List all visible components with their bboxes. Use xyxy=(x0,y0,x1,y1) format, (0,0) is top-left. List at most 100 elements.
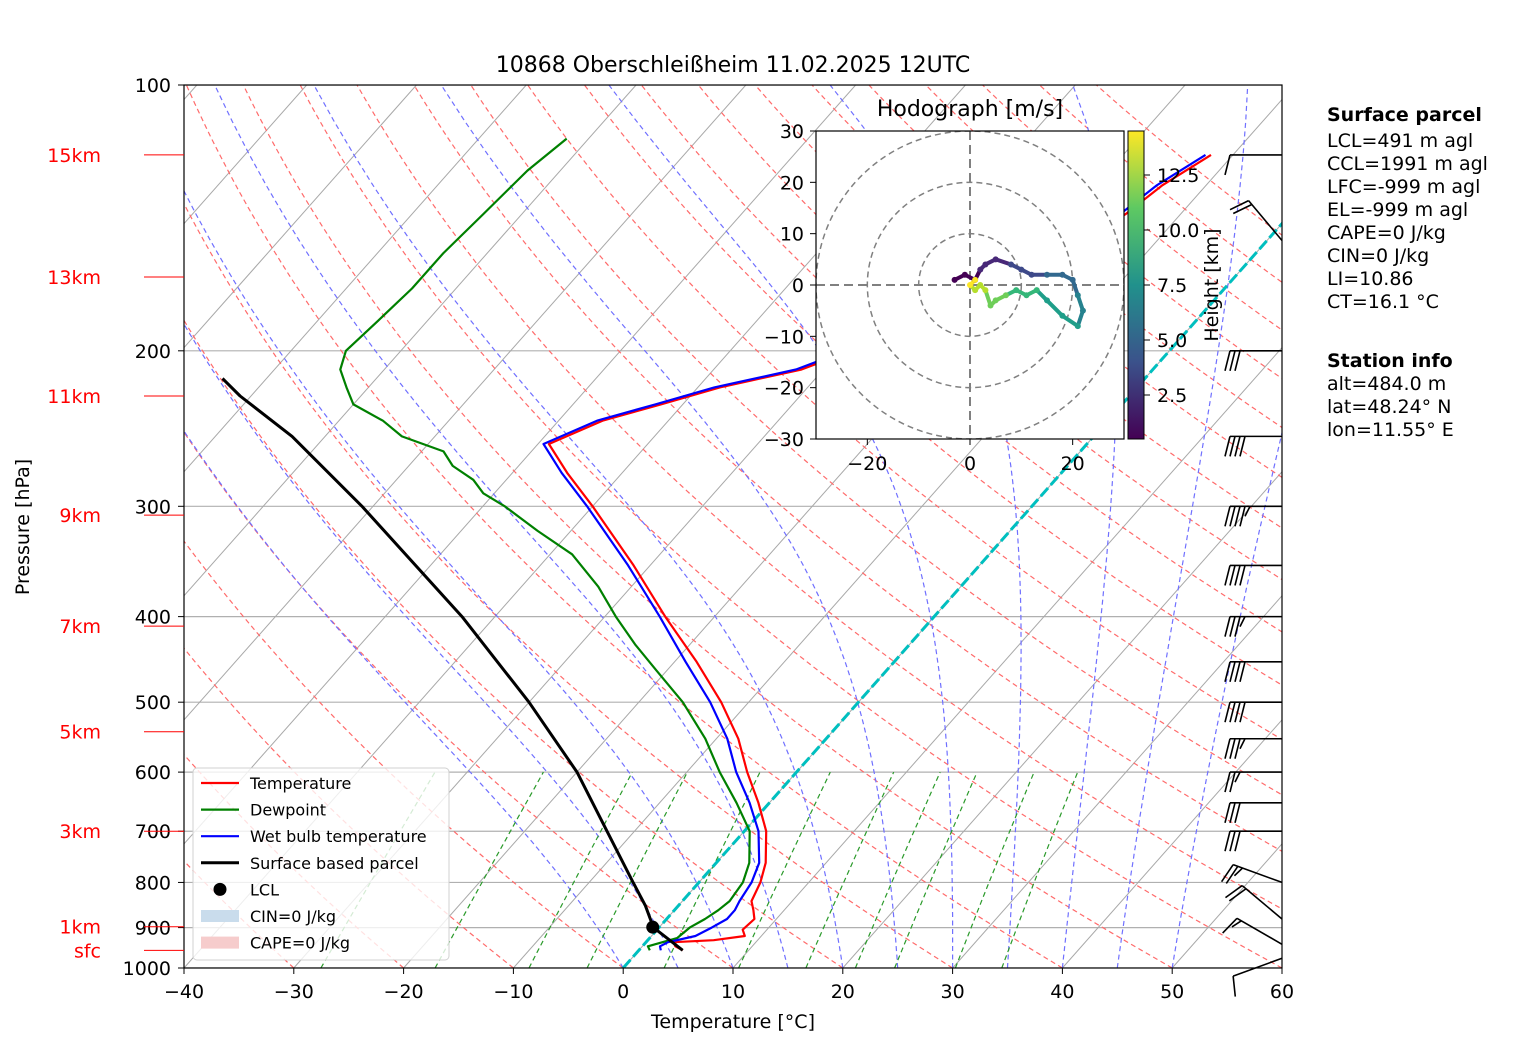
hodograph-x-tick-label: 0 xyxy=(964,453,976,475)
moist-adiabat xyxy=(440,85,899,968)
dry-adiabat xyxy=(356,85,1282,910)
hodograph-point xyxy=(982,287,989,294)
hodograph-y-tick-label: −10 xyxy=(764,326,804,348)
lcl-marker xyxy=(646,920,660,934)
legend: Temperature Dewpoint Wet bulb temperature S… xyxy=(192,767,450,961)
surface-parcel-heading: Surface parcel xyxy=(1327,104,1482,126)
isotherm xyxy=(184,85,417,349)
hodograph-point xyxy=(977,266,984,273)
barb-feather xyxy=(1229,738,1236,759)
barb-feather xyxy=(1224,506,1231,527)
x-tick-label: −10 xyxy=(493,981,533,1003)
hodograph-point xyxy=(992,297,999,304)
parcel-el: EL=-999 m agl xyxy=(1327,199,1468,221)
hodograph-point xyxy=(1013,287,1020,294)
barb-feather xyxy=(1229,199,1249,211)
barb-feather xyxy=(1239,565,1246,586)
x-axis-ticks: −40 −30 −20 −10 0 10 20 30 40 50 60 xyxy=(164,968,1294,1003)
legend-label: CAPE=0 J/kg xyxy=(250,934,350,953)
barb-feather xyxy=(1232,975,1237,997)
barb-feather xyxy=(1224,436,1231,457)
dry-adiabat xyxy=(242,85,1173,968)
hodograph-point xyxy=(1033,287,1040,294)
y-tick-label: 100 xyxy=(135,75,171,97)
x-tick-label: −20 xyxy=(384,981,424,1003)
isotherm xyxy=(184,85,747,721)
x-tick-label: 30 xyxy=(941,981,965,1003)
moist-adiabat xyxy=(1171,430,1282,968)
mixing-ratio-line xyxy=(854,771,941,968)
legend-swatch-lcl xyxy=(213,882,227,896)
isotherm xyxy=(184,85,637,597)
wind-barb xyxy=(1222,917,1283,945)
barb-feather xyxy=(1234,701,1241,723)
y-axis-label: Pressure [hPa] xyxy=(12,459,34,595)
height-tick-label: 7km xyxy=(59,616,101,638)
mixing-ratio-line xyxy=(738,771,831,968)
hodograph-x-tick-label: −20 xyxy=(847,453,887,475)
barb-feather xyxy=(1239,701,1246,723)
legend-label: Dewpoint xyxy=(250,801,326,820)
barb-feather xyxy=(1239,616,1246,627)
barb-feather xyxy=(1229,506,1236,527)
hodograph-point xyxy=(1023,292,1030,299)
wind-barb xyxy=(1224,660,1282,682)
hodograph-y-ticks: 30 20 10 0 −10 −20 −30 xyxy=(764,121,816,451)
moist-adiabat xyxy=(214,85,789,968)
isotherm xyxy=(952,595,1282,968)
height-tick-label: 15km xyxy=(47,145,101,167)
station-info-heading: Station info xyxy=(1327,350,1453,372)
barb-staff xyxy=(1241,884,1283,920)
barb-feather xyxy=(1224,154,1231,176)
barb-feather xyxy=(1224,701,1231,723)
barb-feather xyxy=(1224,350,1231,372)
height-tick-label: 3km xyxy=(59,821,101,843)
moist-adiabat xyxy=(184,189,734,968)
wind-barb xyxy=(1224,771,1282,793)
barb-feather xyxy=(1225,865,1239,884)
hodograph-point xyxy=(961,271,968,278)
isotherm xyxy=(513,98,1282,968)
colorbar-tick-label: 12.5 xyxy=(1157,165,1199,187)
barb-staff xyxy=(1236,917,1283,945)
barb-feather xyxy=(1229,350,1236,372)
moist-adiabat xyxy=(1061,85,1118,968)
barb-feather xyxy=(1224,802,1231,823)
isotherm xyxy=(732,346,1282,968)
legend-label: LCL xyxy=(250,880,279,899)
hodograph-point xyxy=(1044,271,1050,278)
legend-label: CIN=0 J/kg xyxy=(250,907,336,926)
barb-feather xyxy=(1224,661,1231,682)
height-tick-label: 5km xyxy=(59,722,101,744)
barb-feather xyxy=(1229,831,1236,852)
y-tick-label: 1000 xyxy=(123,958,171,980)
legend-label: Surface based parcel xyxy=(250,854,419,873)
parcel-lcl: LCL=491 m agl xyxy=(1327,130,1473,152)
x-tick-label: 20 xyxy=(831,981,855,1003)
hodograph-point xyxy=(1008,261,1015,268)
moist-adiabat xyxy=(313,85,844,968)
barb-feather xyxy=(1233,867,1244,877)
y-tick-label: 200 xyxy=(135,341,171,363)
wind-barb xyxy=(1224,505,1282,527)
barb-staff xyxy=(1247,200,1283,242)
wind-barb xyxy=(1224,830,1282,852)
colorbar-tick-label: 10.0 xyxy=(1157,220,1199,242)
height-tick-label: 1km xyxy=(59,917,101,939)
x-tick-label: 60 xyxy=(1270,981,1294,1003)
parcel-cape: CAPE=0 J/kg xyxy=(1327,222,1446,244)
dry-adiabat xyxy=(299,85,1282,968)
station-info: Station info alt=484.0 m lat=48.24° N lo… xyxy=(1327,350,1454,441)
hodograph-point xyxy=(1044,297,1050,304)
x-tick-label: 0 xyxy=(617,981,629,1003)
y-tick-label: 800 xyxy=(135,872,171,894)
barb-feather xyxy=(1234,802,1241,823)
wind-barbs xyxy=(1220,154,1283,997)
wind-barb xyxy=(1224,615,1282,637)
x-tick-label: 50 xyxy=(1160,981,1184,1003)
station-lon: lon=11.55° E xyxy=(1327,419,1454,441)
hodograph-y-tick-label: 30 xyxy=(780,121,804,143)
barb-feather xyxy=(1234,661,1241,682)
